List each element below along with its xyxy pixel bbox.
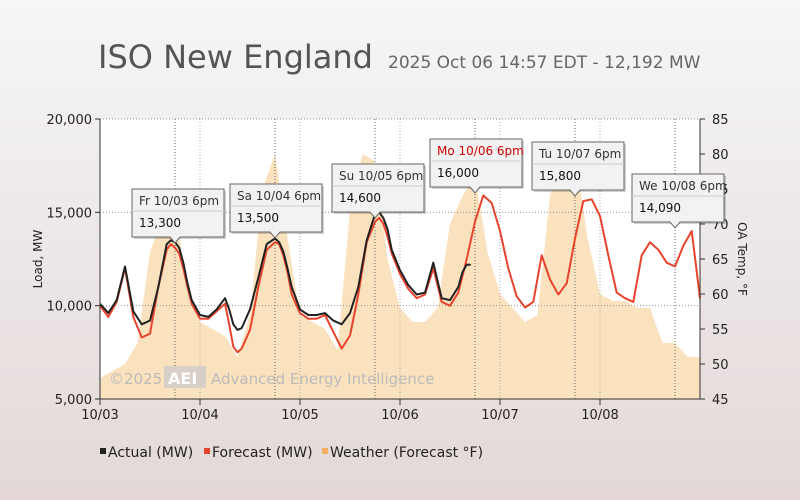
y-left-tick-label: 5,000 bbox=[55, 393, 92, 408]
watermark-company: Advanced Energy Intelligence bbox=[211, 370, 434, 388]
y-right-tick-label: 60 bbox=[712, 288, 729, 303]
callout-0: Fr 10/03 6pm 13,300 bbox=[131, 188, 226, 244]
watermark: ©2025 AEI Advanced Energy Intelligence bbox=[109, 366, 434, 388]
y-right-tick-label: 55 bbox=[712, 323, 729, 338]
watermark-copyright: ©2025 bbox=[109, 370, 162, 388]
callout-value: 13,500 bbox=[237, 211, 279, 225]
callout-value: 14,600 bbox=[339, 191, 381, 205]
callout-4: Tu 10/07 6pm 15,800 bbox=[531, 141, 626, 197]
callout-label: Tu 10/07 6pm bbox=[538, 147, 621, 161]
chart-subtitle: 2025 Oct 06 14:57 EDT - 12,192 MW bbox=[388, 53, 701, 73]
callout-label: Fr 10/03 6pm bbox=[139, 194, 219, 208]
y-right-tick-label: 65 bbox=[712, 253, 729, 268]
callout-layer: Fr 10/03 6pm 13,300 Sa 10/04 6pm 13,500 Su 1… bbox=[131, 138, 727, 244]
callout-box bbox=[331, 163, 425, 219]
callout-1: Sa 10/04 6pm 13,500 bbox=[229, 183, 324, 239]
legend: Actual (MW) Forecast (MW) Weather (Forec… bbox=[100, 445, 483, 461]
callout-box bbox=[631, 173, 725, 229]
y-left-tick-label: 15,000 bbox=[47, 206, 93, 221]
y-right-tick-label: 50 bbox=[712, 358, 729, 373]
actual-line bbox=[99, 211, 471, 331]
x-tick-label: 10/06 bbox=[381, 408, 418, 423]
y-left-tick-label: 20,000 bbox=[47, 113, 93, 128]
callout-label: Sa 10/04 6pm bbox=[237, 189, 321, 203]
actual-line-layer bbox=[99, 211, 471, 331]
x-tick-label: 10/05 bbox=[281, 408, 318, 423]
callout-box bbox=[131, 188, 225, 244]
callout-label: We 10/08 6pm bbox=[639, 179, 727, 193]
legend-forecast-swatch bbox=[204, 448, 210, 454]
y-right-tick-label: 45 bbox=[712, 393, 729, 408]
legend-actual-label: Actual (MW) bbox=[108, 445, 193, 461]
callout-value: 13,300 bbox=[139, 216, 181, 230]
callout-3: Mo 10/06 6pm 16,000 bbox=[429, 138, 524, 194]
callout-value: 16,000 bbox=[437, 166, 479, 180]
callout-box bbox=[229, 183, 323, 239]
y-left-axis-label: Load, MW bbox=[31, 230, 45, 289]
callout-label: Mo 10/06 6pm bbox=[437, 144, 524, 158]
x-tick-label: 10/03 bbox=[81, 408, 118, 423]
legend-actual-swatch bbox=[100, 448, 106, 454]
axes-layer: 5,00010,00015,00020,00045505560657075808… bbox=[31, 113, 749, 423]
aei-logo-box bbox=[164, 366, 206, 388]
legend-weather-label: Weather (Forecast °F) bbox=[330, 445, 483, 461]
callout-2: Su 10/05 6pm 14,600 bbox=[331, 163, 426, 219]
legend-forecast-label: Forecast (MW) bbox=[212, 445, 313, 461]
callout-5: We 10/08 6pm 14,090 bbox=[631, 173, 727, 229]
callout-box bbox=[531, 141, 625, 197]
legend-weather-swatch bbox=[322, 448, 328, 454]
y-right-axis-label: OA Temp, °F bbox=[735, 222, 749, 296]
y-right-tick-label: 85 bbox=[712, 113, 729, 128]
callout-value: 14,090 bbox=[639, 201, 681, 215]
callout-value: 15,800 bbox=[539, 169, 581, 183]
y-right-tick-label: 80 bbox=[712, 148, 729, 163]
y-left-tick-label: 10,000 bbox=[47, 300, 93, 315]
x-tick-label: 10/08 bbox=[581, 408, 618, 423]
x-tick-label: 10/07 bbox=[481, 408, 518, 423]
aei-logo-text: AEI bbox=[168, 369, 197, 388]
chart-title: ISO New England bbox=[98, 38, 373, 76]
callout-box bbox=[429, 138, 523, 194]
x-tick-label: 10/04 bbox=[181, 408, 218, 423]
weather-area bbox=[100, 154, 700, 399]
callout-label: Su 10/05 6pm bbox=[339, 169, 423, 183]
